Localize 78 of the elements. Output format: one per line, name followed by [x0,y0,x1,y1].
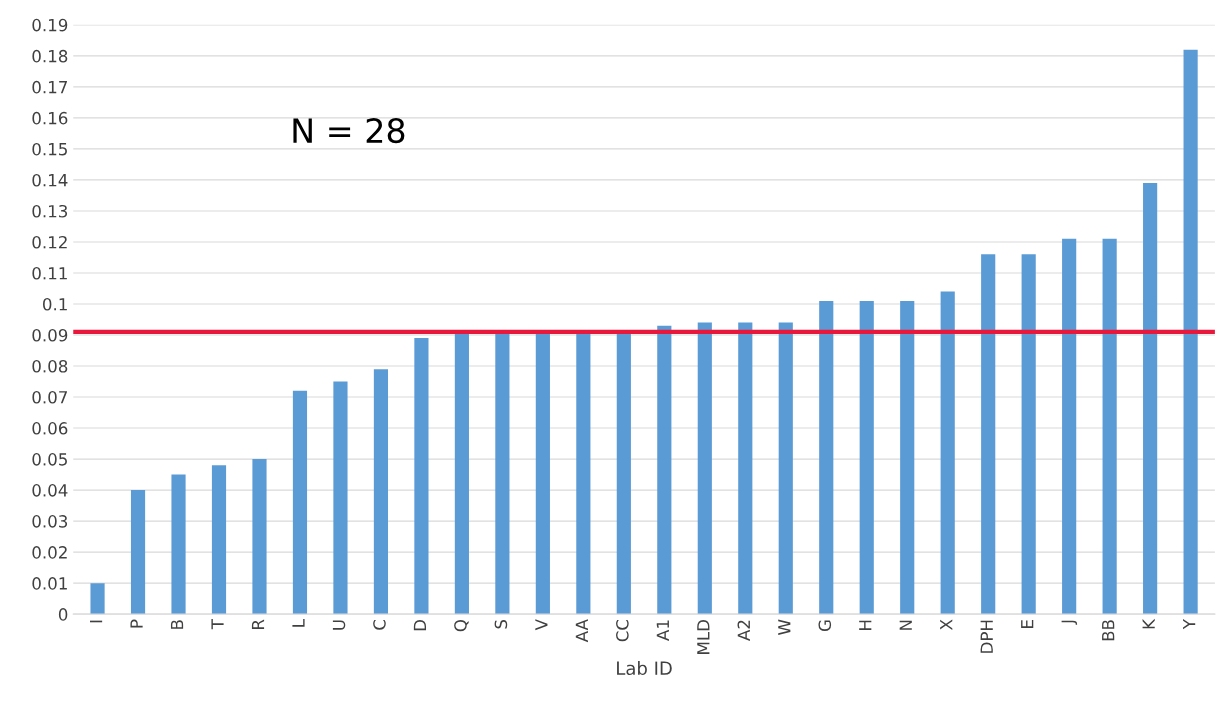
bar [1183,49,1198,615]
x-tick-label: S [494,619,508,629]
x-tick-label: C [373,619,386,630]
bar [333,381,348,615]
bar [859,300,874,615]
x-tick-label: G [818,620,832,631]
bar [1062,238,1077,615]
x-tick-label: AA [575,619,588,643]
y-tick-label: 0.04 [32,484,68,497]
x-tick-label: P [130,619,143,628]
y-tick-label: 0.14 [32,173,68,187]
x-tick-label: L [292,619,305,627]
y-tick-label: 0.12 [32,235,67,249]
y-tick-label: 0.13 [32,204,68,218]
bar [1021,254,1036,615]
y-tick-label: 0.19 [32,18,68,32]
bar [373,369,389,615]
bar [414,338,429,615]
bar [535,331,550,615]
bar [738,322,753,615]
bar [171,474,186,615]
bar [576,331,591,615]
x-tick-label: R [251,619,265,629]
bar [819,300,834,615]
y-tick-label: 0 [58,608,68,621]
y-tick-label: 0.06 [32,422,68,435]
bar [90,583,105,615]
bar [900,300,915,615]
y-tick-label: 0.09 [32,328,68,342]
x-tick-label: H [859,620,872,630]
x-tick-label: T [211,618,224,630]
bar [940,291,955,615]
bar [1102,238,1117,615]
x-tick-label: X [940,619,953,630]
x-tick-label: D [413,620,427,631]
x-tick-label: CC [616,619,629,642]
y-tick-label: 0.03 [32,515,68,528]
x-tick-label: A1 [656,620,669,641]
x-tick-label: B [170,620,184,629]
y-tick-label: 0.11 [32,266,67,280]
x-tick-label: DPH [980,620,993,653]
bar [252,459,267,615]
x-tick-label: E [1021,620,1034,628]
x-tick-label: Y [1183,618,1196,630]
x-tick-label: K [1142,618,1155,629]
bar [495,331,510,615]
y-tick-label: 0.1 [42,297,67,311]
bar [292,390,308,615]
x-tick-label: BB [1102,620,1115,641]
y-tick-label: 0.02 [32,546,67,559]
x-tick-label: N [899,620,912,630]
bar [697,322,712,615]
x-tick-label: I [90,620,103,623]
bar [616,331,631,615]
y-tick-label: 0.07 [32,391,67,404]
y-tick-label: 0.08 [32,359,68,373]
y-tick-label: 0.16 [32,111,68,125]
bar [1143,183,1158,615]
y-tick-label: 0.18 [32,49,68,63]
bar [657,325,672,615]
bar [778,322,793,615]
bar [981,254,996,615]
x-tick-label: A2 [737,620,750,641]
bar [130,490,146,615]
x-tick-label: MLD [697,620,710,654]
x-tick-label: V [535,619,548,631]
annotation: N = 28 [293,117,405,144]
y-tick-label: 0.01 [32,577,67,590]
x-axis-title: Lab ID [617,661,672,676]
x-tick-label: Q [454,619,469,632]
x-tick-label: W [778,619,791,635]
bar [454,331,469,615]
x-tick-label: J [1061,620,1078,625]
y-tick-label: 0.05 [32,453,67,466]
bar [211,465,227,615]
x-tick-label: U [332,620,346,630]
y-tick-label: 0.17 [32,80,67,94]
y-tick-label: 0.15 [32,142,67,156]
